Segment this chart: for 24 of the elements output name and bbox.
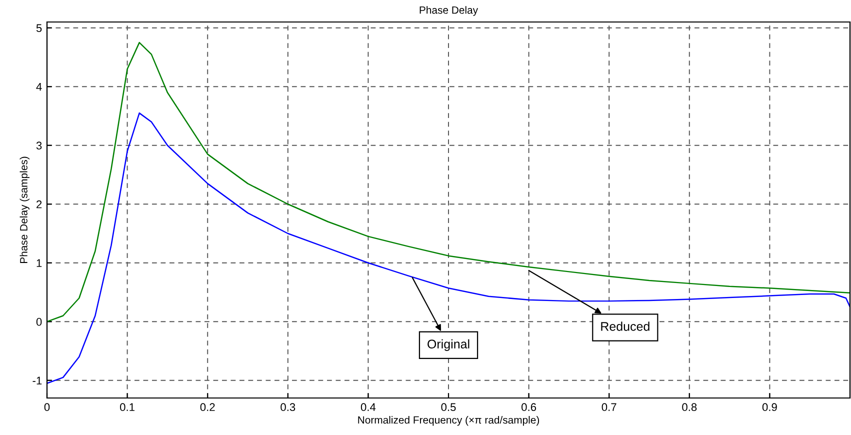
y-axis-title: Phase Delay (samples) — [20, 156, 30, 263]
y-tick-label: -1 — [32, 376, 42, 384]
y-tick-label: 4 — [36, 83, 42, 91]
annotation: Original — [428, 339, 470, 351]
x-tick-label: 0.6 — [522, 403, 536, 412]
x-tick-label: 0.4 — [360, 403, 376, 412]
x-axis-title: Normalized Frequency (×π rad/sample) — [358, 416, 540, 426]
x-tick-label: 0 — [44, 403, 50, 412]
line-series — [47, 112, 850, 384]
x-tick-label: 0.7 — [602, 403, 616, 412]
x-tick-label: 0.9 — [762, 403, 777, 412]
x-tick-label: 0.3 — [280, 403, 296, 412]
x-tick-label: 0.2 — [200, 403, 215, 412]
y-tick-label: 1 — [36, 259, 42, 267]
x-tick-label: 0.8 — [682, 403, 697, 412]
annotation: Reduced — [601, 322, 650, 331]
x-tick-label: 0.5 — [441, 403, 456, 412]
chart-title: Phase Delay — [420, 6, 478, 16]
y-tick-label: 5 — [36, 24, 42, 32]
y-tick-label: 0 — [36, 318, 42, 326]
line-series — [47, 42, 850, 322]
y-tick-label: 3 — [36, 142, 42, 150]
y-tick-label: 2 — [36, 200, 42, 208]
x-tick-label: 0.1 — [120, 403, 134, 412]
